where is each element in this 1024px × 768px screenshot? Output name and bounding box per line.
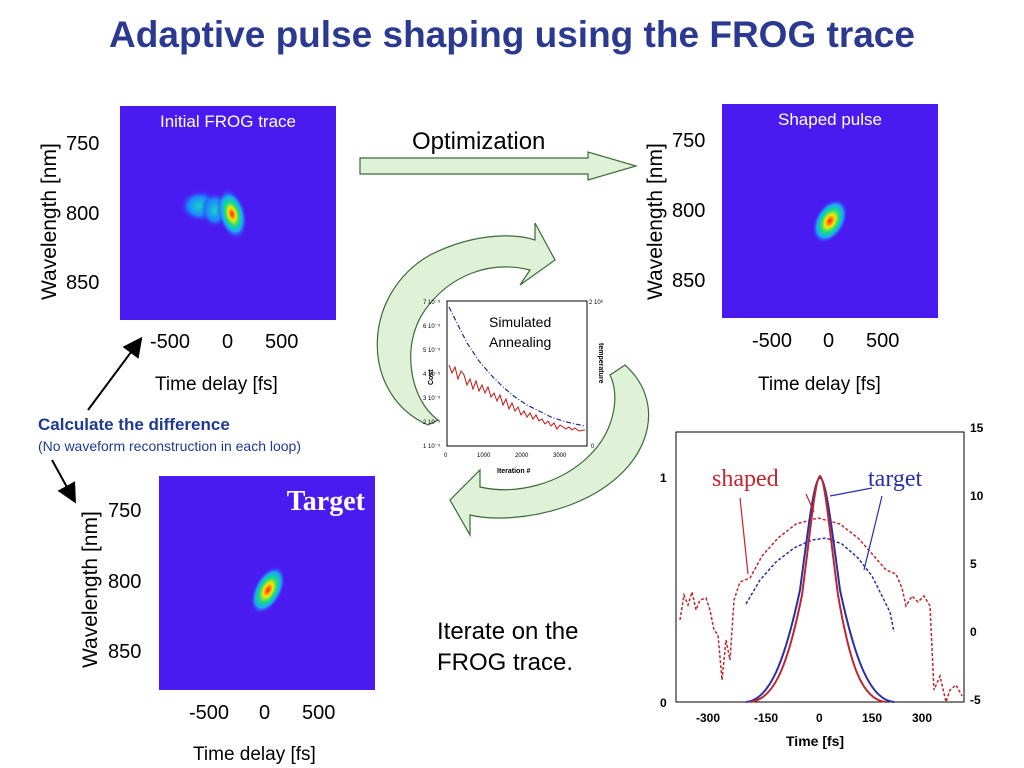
target-annotation-arrow [863,495,883,571]
calc-arrows [51,336,143,504]
pulse-ytick-left: 0 [660,696,667,710]
calc-arrow-down [51,459,76,504]
annealing-ytick-left: 2 10⁻⁵ [423,419,441,426]
pulse-ytick-right: 15 [970,421,984,435]
initial-frog-trace: Initial FROG trace [120,106,336,320]
annealing-ytick-right: 0 [591,444,595,450]
initial-ytick: 850 [66,272,100,294]
shaped-trace-blob [812,198,848,244]
annealing-xlabel: Iteration # [497,468,531,475]
target-ytick: 800 [108,571,142,593]
initial-xtick: 500 [265,331,299,353]
calc-title: Calculate the difference [38,415,230,434]
target-annotation-arrow-2 [829,487,873,497]
target-intensity-curve [745,476,895,703]
shaped-trace-label: Shaped pulse [778,110,882,129]
target-xtick: 0 [259,702,271,724]
pulse-xtick: 150 [862,711,882,725]
annealing-xtick: 0 [444,453,448,459]
pulse-ytick-right: 5 [970,557,977,571]
target-xlabel: Time delay [fs] [193,744,316,765]
initial-trace-label: Initial FROG trace [159,112,297,131]
shaped-ytick: 800 [672,200,706,222]
optimization-label: Optimization [412,128,546,155]
shaped-annotation-arrow-2 [805,493,815,513]
pulse-xlabel: Time [fs] [786,733,844,749]
annealing-cost-curve [448,364,586,432]
annealing-ytick-left: 5 10⁻⁵ [423,347,441,354]
iterate-text: Iterate on the FROG trace. [437,616,578,678]
shaped-frog-trace: Shaped pulse [722,104,938,318]
shaped-xtick: 0 [823,330,835,352]
shaped-xlabel: Time delay [fs] [758,374,881,395]
initial-trace-blob [180,188,248,240]
shaped-annotation-arrow [739,497,749,575]
annealing-ytick-left: 7 10⁻⁵ [423,299,441,306]
pulse-ytick-left: 1 [660,471,667,485]
annealing-ytick-left: 3 10⁻⁵ [423,395,441,402]
pulse-xtick: -150 [754,711,778,725]
annealing-ytick-left: 4 10⁻⁵ [423,371,441,378]
target-xtick: -500 [189,702,230,724]
optimization-arrow [359,151,639,181]
target-ytick: 850 [108,641,142,663]
annealing-chart-svg: Cost temperature Iteration # 7 10⁻⁵ 6 10… [423,299,604,475]
initial-xtick: -500 [150,331,191,353]
pulse-xtick: 0 [816,711,823,725]
annealing-xtick: 3000 [553,453,567,459]
page-title: Adaptive pulse shaping using the FROG tr… [109,14,915,55]
pulse-plot: shaped target 1 0 15 10 5 0 -5 -300 -150… [650,420,1024,760]
shaped-xtick: -500 [752,330,793,352]
annealing-frame [446,300,588,447]
initial-ytick: 750 [66,133,100,155]
pulse-xtick: 300 [912,711,932,725]
pulse-xtick: -300 [696,711,720,725]
shaped-legend-label: shaped [712,466,779,492]
shaped-ytick: 750 [672,130,706,152]
initial-xtick: 0 [222,331,234,353]
initial-xlabel: Time delay [fs] [155,374,278,395]
annealing-ytick-right: 2 10⁶ [589,299,604,306]
pulse-ytick-right: 10 [970,489,984,503]
annealing-xtick: 1000 [477,453,491,459]
annealing-temperature-curve [448,306,586,427]
calc-arrow-up [87,336,143,411]
shaped-xtick: 500 [866,330,900,352]
target-xtick: 500 [302,702,336,724]
pulse-plot-svg: shaped target 1 0 15 10 5 0 -5 -300 -150… [660,421,984,749]
shaped-intensity-curve [749,474,887,703]
annealing-label-line1: Simulated [489,314,551,330]
initial-ytick: 800 [66,203,100,225]
target-legend-label: target [868,466,923,492]
annealing-ylabel-right: temperature [597,343,604,384]
cycle-arrows [376,222,650,538]
cycle-arrow-top [376,222,556,426]
target-ylabel: Wavelength [nm] [79,511,102,668]
initial-ylabel: Wavelength [nm] [38,143,61,300]
calc-subtitle: (No waveform reconstruction in each loop… [38,438,302,454]
pulse-ytick-right: 0 [970,625,977,639]
shaped-ytick: 850 [672,270,706,292]
iterate-line1: Iterate on the [437,618,579,645]
annealing-ytick-left: 1 10⁻⁵ [423,443,441,450]
target-ytick: 750 [108,500,142,522]
annealing-label-line2: Annealing [489,334,551,350]
annealing-ylabel-left: Cost [428,369,435,385]
cycle-arrow-bottom [449,364,650,538]
target-trace-label: Target [286,486,365,517]
annealing-xtick: 2000 [515,453,529,459]
target-frog-trace: Target [159,476,375,690]
iterate-line2: FROG trace. [437,649,574,676]
shaped-phase-curve [679,517,963,705]
target-trace-blob [250,566,286,614]
pulse-ytick-right: -5 [970,693,981,707]
annealing-chart: Cost temperature Iteration # 7 10⁻⁵ 6 10… [405,293,605,478]
annealing-ytick-left: 6 10⁻⁵ [423,323,441,330]
